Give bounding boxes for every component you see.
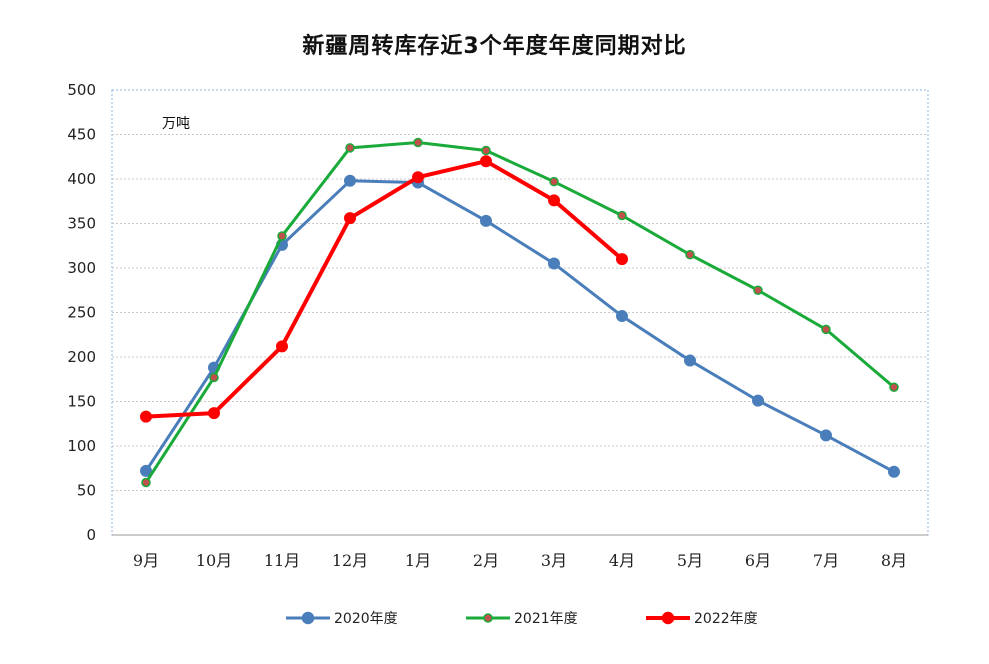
y-tick-label: 50 <box>77 482 96 500</box>
chart-title: 新疆周转库存近3个年度年度同期对比 <box>302 34 687 59</box>
x-tick-label: 3月 <box>541 551 567 570</box>
x-tick-label: 4月 <box>609 551 635 570</box>
x-tick-label: 5月 <box>677 551 703 570</box>
series-line <box>144 179 895 474</box>
data-point <box>208 407 220 420</box>
data-point <box>820 429 832 442</box>
data-point <box>616 253 628 266</box>
legend-item: 2021年度 <box>466 611 578 627</box>
y-tick-label: 400 <box>67 170 96 188</box>
y-tick-label: 200 <box>67 348 96 366</box>
legend-label: 2021年度 <box>514 611 578 627</box>
data-point <box>140 410 152 423</box>
data-point <box>548 257 560 270</box>
data-point <box>277 231 287 241</box>
data-point <box>480 214 492 227</box>
legend-marker <box>301 611 315 625</box>
y-axis: 0 50 100 150 200 250 300 350 400 450 500 <box>67 81 96 544</box>
data-point <box>345 143 355 153</box>
data-point <box>685 249 695 260</box>
legend-label: 2020年度 <box>334 611 398 627</box>
x-tick-label: 10月 <box>196 551 232 570</box>
data-point <box>412 171 424 184</box>
legend-marker <box>483 613 493 623</box>
x-tick-label: 2月 <box>473 551 499 570</box>
data-point <box>549 176 559 187</box>
x-tick-label: 6月 <box>745 551 771 570</box>
data-point <box>684 354 696 367</box>
x-tick-label: 7月 <box>813 551 839 570</box>
x-tick-label: 1月 <box>405 551 431 570</box>
series-layer <box>140 137 900 488</box>
x-tick-label: 11月 <box>264 551 300 570</box>
series-2 <box>141 137 899 488</box>
data-point <box>480 155 492 168</box>
data-point <box>888 465 900 478</box>
legend: 2020年度 2021年度 2022年度 <box>286 611 758 627</box>
x-axis: 9月 10月 11月 12月 1月 2月 3月 4月 5月 6月 7月 8月 <box>133 551 907 570</box>
data-point <box>616 310 628 323</box>
data-point <box>276 340 288 353</box>
series-line <box>145 159 624 419</box>
data-point <box>753 285 763 295</box>
series-line <box>144 141 895 484</box>
legend-item: 2020年度 <box>286 611 398 627</box>
data-point <box>548 194 560 207</box>
series-1 <box>140 174 900 478</box>
data-point <box>209 372 219 383</box>
x-tick-label: 12月 <box>332 551 368 570</box>
y-tick-label: 350 <box>67 215 96 233</box>
y-tick-label: 450 <box>67 126 96 144</box>
data-point <box>413 137 423 148</box>
y-tick-label: 250 <box>67 304 96 322</box>
legend-item: 2022年度 <box>646 611 758 627</box>
y-tick-label: 100 <box>67 437 96 455</box>
series-3 <box>140 155 628 423</box>
data-point <box>344 212 356 225</box>
y-tick-label: 500 <box>67 81 96 99</box>
data-point <box>617 210 627 221</box>
data-point <box>141 477 151 488</box>
x-tick-label: 9月 <box>133 551 159 570</box>
x-tick-label: 8月 <box>881 551 907 570</box>
y-tick-label: 300 <box>67 259 96 277</box>
data-point <box>481 145 491 156</box>
y-tick-label: 0 <box>86 526 96 544</box>
unit-label: 万吨 <box>162 116 190 132</box>
data-point <box>344 174 356 187</box>
data-point <box>140 464 152 477</box>
legend-label: 2022年度 <box>694 611 758 627</box>
data-point <box>821 324 831 335</box>
y-tick-label: 150 <box>67 393 96 411</box>
legend-marker <box>661 611 675 625</box>
data-point <box>889 382 899 393</box>
data-point <box>752 394 764 407</box>
